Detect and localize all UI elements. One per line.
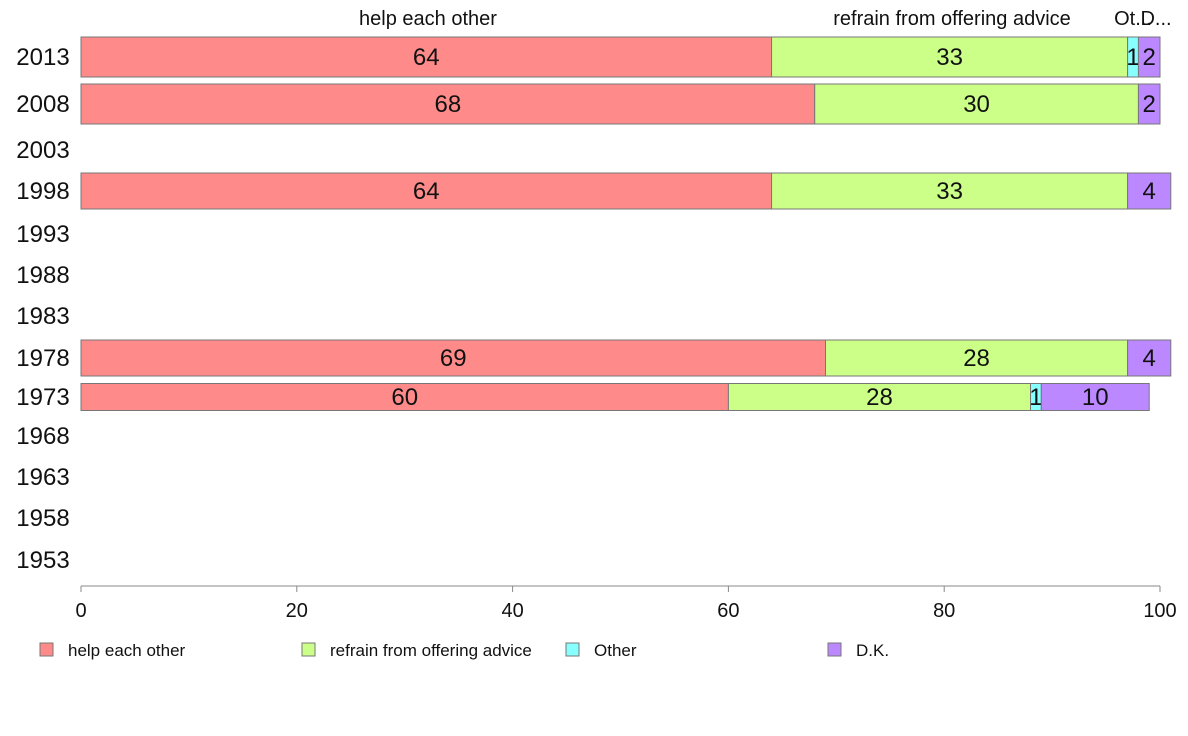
category-label: 1958 xyxy=(16,505,69,532)
x-tick-label: 40 xyxy=(501,600,523,622)
bar-value-label: 64 xyxy=(413,44,440,71)
bar-value-label: 30 xyxy=(963,91,990,118)
bar-segment xyxy=(80,83,816,125)
bar-value-label: 10 xyxy=(1082,384,1109,411)
bar-value-label: 4 xyxy=(1143,178,1156,205)
bar-value-label: 2 xyxy=(1143,91,1156,118)
legend-label: D.K. xyxy=(856,641,889,660)
bar-segment xyxy=(1137,83,1161,125)
category-label: 1968 xyxy=(16,423,69,450)
legend-label: refrain from offering advice xyxy=(330,641,532,660)
category-label: 1993 xyxy=(16,221,69,248)
x-tick-label: 60 xyxy=(717,600,739,622)
top-series-label: refrain from offering advice xyxy=(833,8,1071,30)
bar-segment xyxy=(1127,339,1172,377)
bar-value-label: 28 xyxy=(963,345,990,372)
x-tick-label: 80 xyxy=(933,600,955,622)
top-series-label: Ot... xyxy=(1114,8,1152,30)
category-label: 2008 xyxy=(16,91,69,118)
bar-segment xyxy=(727,383,1032,411)
legend-label: Other xyxy=(594,641,637,660)
x-tick-label: 20 xyxy=(286,600,308,622)
category-label: 1973 xyxy=(16,384,69,411)
bar-value-label: 2 xyxy=(1143,44,1156,71)
bar-segment xyxy=(1137,36,1161,78)
bar-value-label: 68 xyxy=(435,91,462,118)
bar-segment xyxy=(1127,172,1172,210)
category-label: 2003 xyxy=(16,137,69,164)
category-label: 1983 xyxy=(16,303,69,330)
category-label: 1998 xyxy=(16,178,69,205)
legend-swatch xyxy=(565,642,580,657)
category-label: 1963 xyxy=(16,464,69,491)
legend-label: help each other xyxy=(68,641,186,660)
category-label: 2013 xyxy=(16,44,69,71)
bar-value-label: 69 xyxy=(440,345,467,372)
x-tick-label: 0 xyxy=(75,600,86,622)
bar-value-label: 1 xyxy=(1029,384,1042,411)
bar-value-label: 33 xyxy=(936,178,963,205)
bar-value-label: 1 xyxy=(1126,44,1139,71)
bar-value-label: 4 xyxy=(1143,345,1156,372)
bar-segment xyxy=(1040,383,1150,411)
legend-swatch xyxy=(39,642,54,657)
category-label: 1988 xyxy=(16,262,69,289)
bar-value-label: 64 xyxy=(413,178,440,205)
legend-swatch xyxy=(301,642,316,657)
legend-swatch xyxy=(827,642,842,657)
bar-value-label: 33 xyxy=(936,44,963,71)
bar-value-label: 28 xyxy=(866,384,893,411)
top-series-label: D... xyxy=(1140,8,1171,30)
bar-segment xyxy=(771,36,1129,78)
bar-segment xyxy=(80,172,773,210)
top-series-label: help each other xyxy=(359,8,497,30)
bar-segment xyxy=(771,172,1129,210)
bar-segment xyxy=(80,339,827,377)
x-tick-label: 100 xyxy=(1143,600,1176,622)
category-label: 1978 xyxy=(16,345,69,372)
category-label: 1953 xyxy=(16,547,69,574)
bar-value-label: 60 xyxy=(391,384,418,411)
